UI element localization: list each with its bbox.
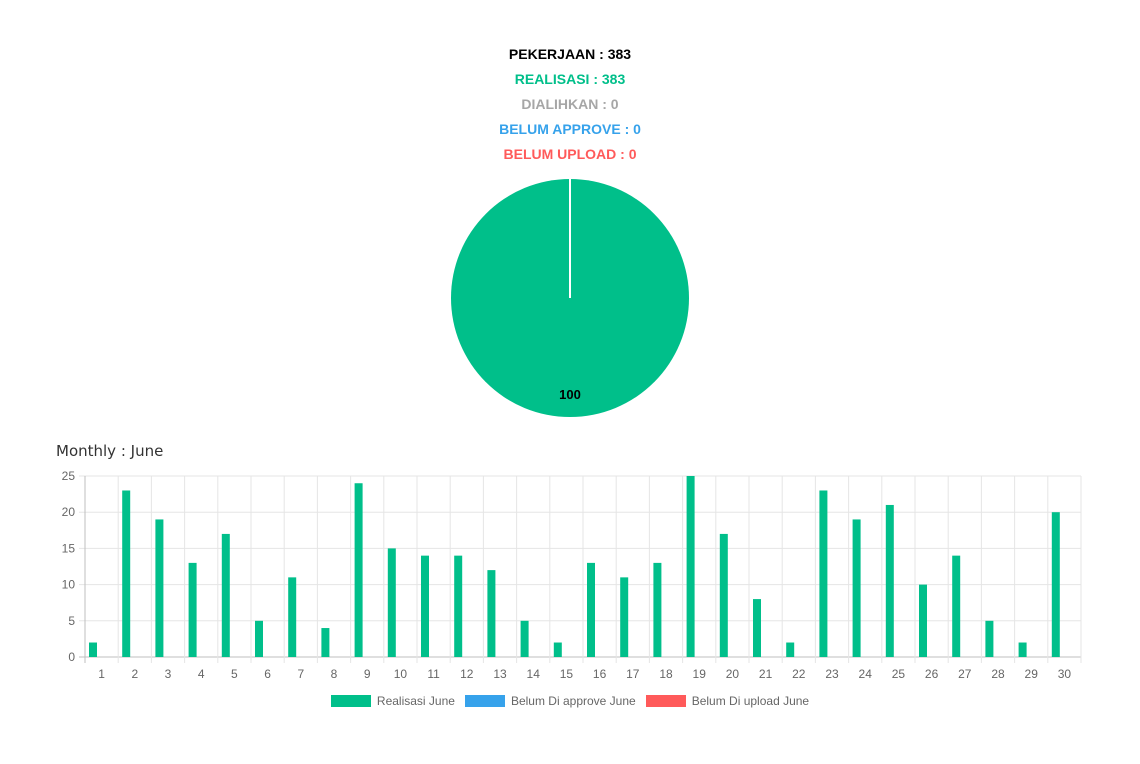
- bar-realisasi-june-17[interactable]: [620, 577, 629, 657]
- bar-realisasi-june-15[interactable]: [553, 642, 562, 657]
- x-tick-label: 26: [925, 667, 939, 681]
- x-tick-label: 15: [560, 667, 574, 681]
- x-tick-label: 17: [626, 667, 640, 681]
- bar-realisasi-june-27[interactable]: [952, 555, 961, 657]
- stats-summary: PEKERJAAN : 383 REALISASI : 383 DIALIHKA…: [0, 42, 1140, 167]
- x-tick-label: 12: [460, 667, 474, 681]
- legend-label-belum-upload: Belum Di upload June: [691, 694, 810, 708]
- realisasi-total: REALISASI : 383: [514, 71, 626, 87]
- x-tick-label: 11: [427, 667, 440, 681]
- x-tick-label: 10: [394, 667, 408, 681]
- x-tick-label: 3: [165, 667, 172, 681]
- belum-approve-total: BELUM APPROVE : 0: [499, 121, 641, 137]
- bar-realisasi-june-7[interactable]: [288, 577, 297, 657]
- dialihkan-total: DIALIHKAN : 0: [521, 96, 619, 112]
- bar-realisasi-june-14[interactable]: [520, 620, 529, 657]
- bar-realisasi-june-6[interactable]: [255, 620, 263, 657]
- legend-label-belum-approve: Belum Di approve June: [510, 694, 636, 708]
- x-tick-label: 20: [726, 667, 740, 681]
- x-tick-label: 7: [297, 667, 304, 681]
- bar-realisasi-june-18[interactable]: [653, 562, 662, 657]
- bar-realisasi-june-21[interactable]: [753, 599, 761, 657]
- legend-item-realisasi[interactable]: Realisasi June: [330, 694, 455, 708]
- x-tick-label: 4: [198, 667, 205, 681]
- x-tick-label: 25: [892, 667, 906, 681]
- bar-realisasi-june-26[interactable]: [919, 584, 927, 657]
- legend-label-realisasi: Realisasi June: [376, 694, 455, 708]
- legend-swatch-realisasi: [330, 695, 371, 707]
- bar-realisasi-june-10[interactable]: [387, 548, 396, 657]
- bar-realisasi-june-28[interactable]: [985, 620, 994, 657]
- legend-item-belum-approve[interactable]: Belum Di approve June: [464, 694, 636, 708]
- bar-realisasi-june-25[interactable]: [885, 504, 894, 657]
- x-tick-label: 27: [958, 667, 972, 681]
- bar-realisasi-june-3[interactable]: [155, 519, 164, 657]
- bar-realisasi-june-16[interactable]: [587, 562, 595, 657]
- pie-data-label: 100: [559, 387, 581, 402]
- bar-realisasi-june-9[interactable]: [354, 483, 363, 657]
- x-tick-label: 30: [1058, 667, 1072, 681]
- legend-swatch-belum-approve: [464, 695, 505, 707]
- y-tick-label: 15: [62, 541, 76, 555]
- x-tick-label: 14: [527, 667, 541, 681]
- x-tick-label: 21: [759, 667, 773, 681]
- x-tick-label: 19: [693, 667, 707, 681]
- bar-realisasi-june-12[interactable]: [454, 555, 463, 657]
- x-tick-label: 22: [792, 667, 806, 681]
- pekerjaan-total: PEKERJAAN : 383: [508, 46, 632, 62]
- x-tick-label: 8: [331, 667, 338, 681]
- y-tick-label: 25: [62, 469, 76, 483]
- x-tick-label: 18: [659, 667, 673, 681]
- x-tick-label: 13: [493, 667, 507, 681]
- legend-item-belum-upload[interactable]: Belum Di upload June: [645, 694, 810, 708]
- legend-swatch-belum-upload: [645, 695, 686, 707]
- x-tick-label: 5: [231, 667, 238, 681]
- x-tick-label: 29: [1025, 667, 1039, 681]
- bar-realisasi-june-1[interactable]: [89, 642, 97, 657]
- bar-realisasi-june-2[interactable]: [122, 490, 131, 657]
- bar-realisasi-june-8[interactable]: [321, 628, 330, 657]
- bar-realisasi-june-22[interactable]: [786, 642, 795, 657]
- y-tick-label: 20: [62, 505, 76, 519]
- bar-realisasi-june-20[interactable]: [719, 533, 728, 657]
- bar-realisasi-june-4[interactable]: [188, 562, 197, 657]
- monthly-chart-title: Monthly : June: [56, 442, 164, 460]
- chart-legend: Realisasi June Belum Di approve June Bel…: [0, 694, 1140, 708]
- realisasi-pie-chart: 100: [451, 179, 689, 417]
- bar-realisasi-june-29[interactable]: [1018, 642, 1027, 657]
- x-tick-label: 6: [264, 667, 271, 681]
- y-tick-label: 5: [68, 614, 75, 628]
- x-tick-label: 24: [859, 667, 873, 681]
- bar-realisasi-june-30[interactable]: [1051, 512, 1060, 657]
- x-tick-label: 9: [364, 667, 371, 681]
- bar-realisasi-june-19[interactable]: [686, 476, 695, 657]
- bar-realisasi-june-24[interactable]: [852, 519, 861, 657]
- x-tick-label: 16: [593, 667, 607, 681]
- bar-realisasi-june-5[interactable]: [221, 533, 230, 657]
- bar-realisasi-june-13[interactable]: [487, 570, 496, 657]
- bar-realisasi-june-11[interactable]: [421, 555, 429, 657]
- belum-upload-total: BELUM UPLOAD : 0: [503, 146, 637, 162]
- bar-realisasi-june-23[interactable]: [819, 490, 828, 657]
- x-tick-label: 23: [825, 667, 839, 681]
- x-tick-label: 28: [991, 667, 1005, 681]
- y-tick-label: 10: [62, 578, 76, 592]
- y-tick-label: 0: [68, 650, 75, 664]
- x-tick-label: 1: [98, 667, 105, 681]
- x-tick-label: 2: [131, 667, 138, 681]
